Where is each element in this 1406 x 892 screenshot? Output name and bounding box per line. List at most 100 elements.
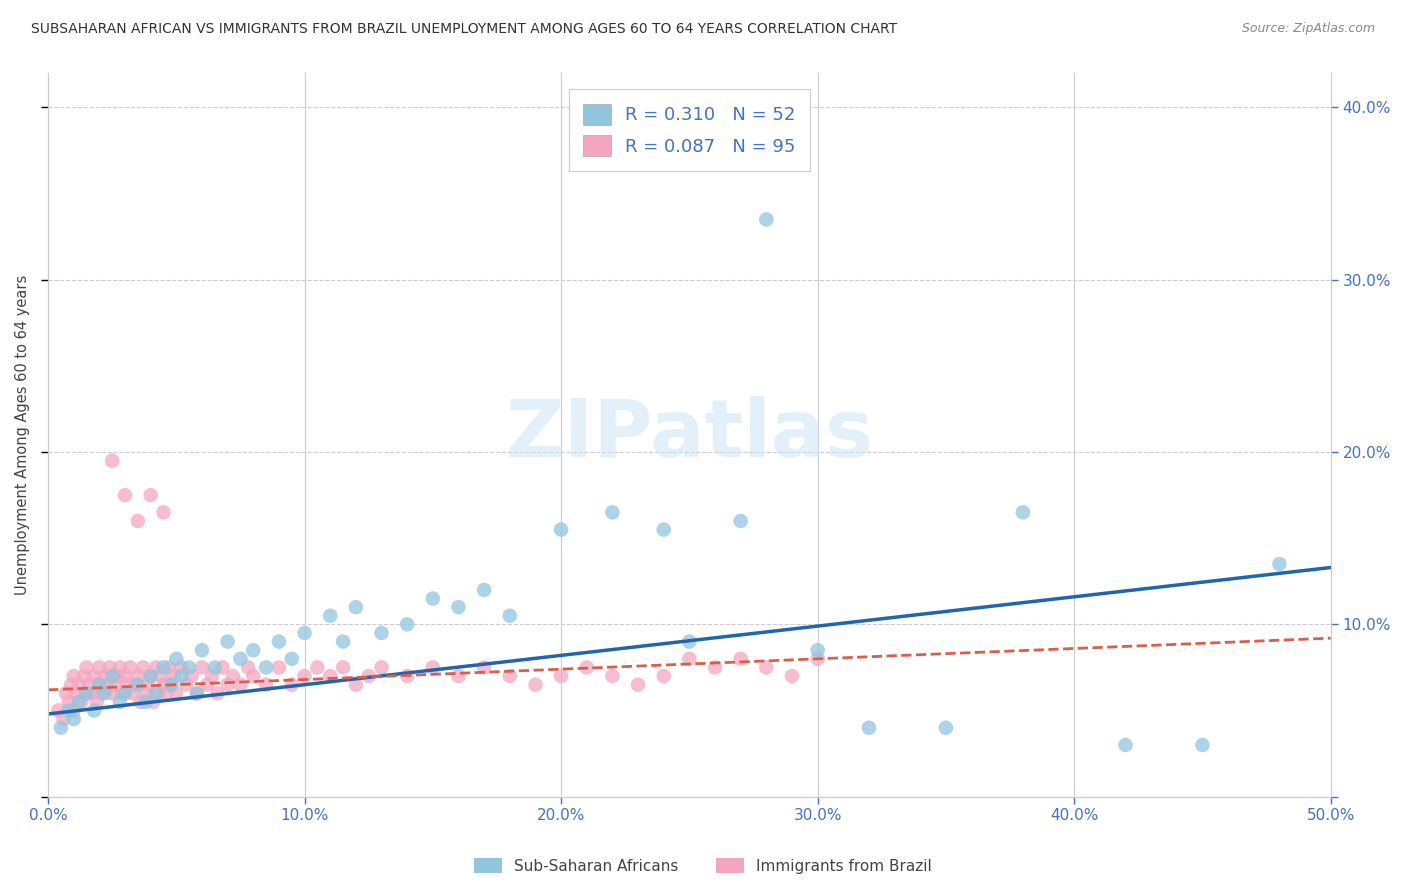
Point: [242, 643, 264, 657]
Point: [58, 704, 80, 718]
Point: [211, 660, 233, 674]
Point: [135, 695, 157, 709]
Point: [58, 695, 80, 709]
Point: [90, 686, 112, 700]
Point: [46, 704, 69, 718]
Point: [124, 678, 146, 692]
Point: [73, 669, 96, 683]
Point: [114, 669, 136, 683]
Point: [114, 488, 136, 502]
Point: [191, 660, 214, 674]
Point: [602, 669, 624, 683]
Point: [163, 669, 186, 683]
Point: [139, 488, 162, 502]
Point: [155, 686, 177, 700]
Legend: R = 0.310   N = 52, R = 0.087   N = 95: R = 0.310 N = 52, R = 0.087 N = 95: [569, 89, 810, 170]
Point: [89, 678, 111, 692]
Point: [344, 600, 367, 615]
Point: [1114, 738, 1136, 752]
Point: [139, 669, 162, 683]
Text: Source: ZipAtlas.com: Source: ZipAtlas.com: [1241, 22, 1375, 36]
Point: [186, 686, 208, 700]
Point: [267, 634, 290, 648]
Point: [550, 523, 572, 537]
Point: [281, 678, 304, 692]
Point: [67, 678, 90, 692]
Point: [229, 678, 252, 692]
Point: [136, 678, 159, 692]
Point: [201, 669, 224, 683]
Point: [148, 686, 170, 700]
Point: [170, 669, 193, 683]
Point: [145, 686, 167, 700]
Point: [89, 660, 111, 674]
Point: [332, 660, 354, 674]
Point: [652, 669, 675, 683]
Point: [627, 678, 650, 692]
Point: [52, 712, 75, 726]
Point: [1268, 557, 1291, 571]
Point: [160, 678, 183, 692]
Point: [858, 721, 880, 735]
Point: [62, 669, 84, 683]
Point: [76, 686, 98, 700]
Point: [65, 686, 87, 700]
Point: [357, 669, 380, 683]
Point: [370, 626, 392, 640]
Point: [49, 721, 72, 735]
Point: [602, 505, 624, 519]
Point: [780, 669, 803, 683]
Point: [105, 669, 128, 683]
Point: [186, 686, 208, 700]
Point: [294, 669, 316, 683]
Point: [217, 678, 239, 692]
Text: SUBSAHARAN AFRICAN VS IMMIGRANTS FROM BRAZIL UNEMPLOYMENT AMONG AGES 60 TO 64 YE: SUBSAHARAN AFRICAN VS IMMIGRANTS FROM BR…: [31, 22, 897, 37]
Point: [120, 660, 142, 674]
Point: [267, 660, 290, 674]
Point: [117, 678, 139, 692]
Point: [60, 678, 83, 692]
Point: [145, 660, 167, 674]
Point: [108, 660, 131, 674]
Point: [281, 652, 304, 666]
Point: [307, 660, 329, 674]
Point: [344, 678, 367, 692]
Point: [83, 704, 105, 718]
Point: [319, 669, 342, 683]
Point: [319, 608, 342, 623]
Point: [152, 505, 174, 519]
Point: [191, 643, 214, 657]
Point: [207, 686, 229, 700]
Point: [935, 721, 957, 735]
Point: [86, 695, 108, 709]
Point: [98, 660, 121, 674]
Point: [294, 626, 316, 640]
Point: [114, 686, 136, 700]
Point: [575, 660, 598, 674]
Point: [62, 712, 84, 726]
Point: [807, 643, 830, 657]
Point: [1191, 738, 1213, 752]
Point: [152, 660, 174, 674]
Point: [422, 660, 444, 674]
Point: [93, 686, 115, 700]
Point: [332, 634, 354, 648]
Point: [160, 678, 183, 692]
Point: [755, 212, 778, 227]
Point: [236, 660, 259, 674]
Point: [222, 669, 245, 683]
Point: [730, 652, 752, 666]
Point: [550, 669, 572, 683]
Point: [472, 582, 495, 597]
Point: [149, 669, 172, 683]
Point: [108, 695, 131, 709]
Point: [499, 669, 522, 683]
Point: [70, 695, 93, 709]
Point: [396, 617, 419, 632]
Point: [101, 686, 124, 700]
Point: [111, 686, 134, 700]
Point: [67, 695, 90, 709]
Point: [142, 695, 165, 709]
Point: [422, 591, 444, 606]
Point: [499, 608, 522, 623]
